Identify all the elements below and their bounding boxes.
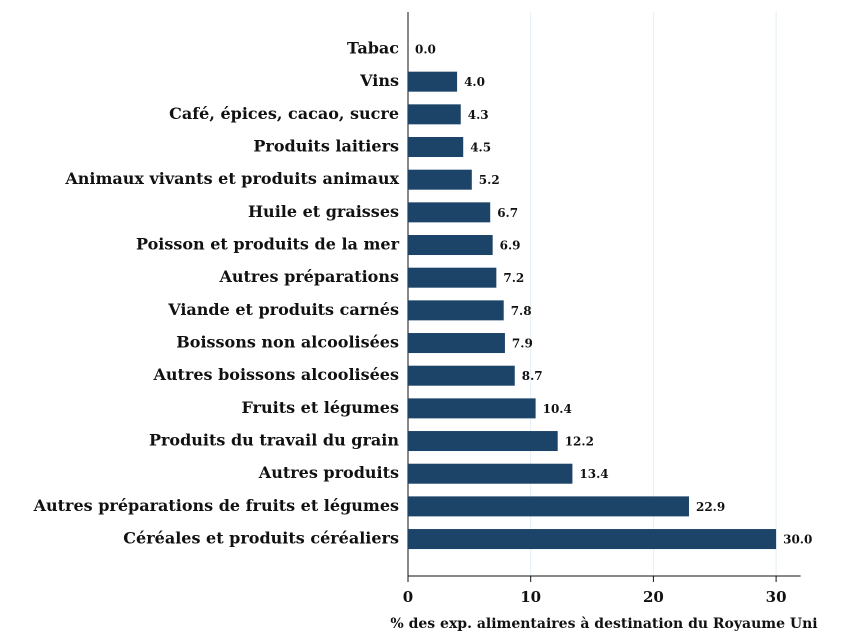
value-label: 13.4: [579, 467, 608, 481]
bar: [408, 169, 472, 190]
value-label: 4.0: [464, 75, 485, 89]
value-label: 10.4: [543, 402, 572, 416]
x-tick-label: 0: [403, 588, 413, 606]
bar: [408, 137, 464, 158]
bar: [408, 104, 461, 125]
y-tick-label: Huile et graisses: [248, 202, 399, 221]
bar: [408, 235, 493, 256]
y-tick-label: Animaux vivants et produits animaux: [64, 169, 399, 188]
x-tick-label: 30: [766, 588, 787, 606]
y-tick-label: Autres préparations: [218, 267, 399, 286]
bar: [408, 529, 777, 550]
y-tick-label: Boissons non alcoolisées: [176, 333, 399, 352]
value-label: 6.9: [500, 239, 521, 253]
value-label: 22.9: [696, 500, 725, 514]
y-tick-label: Poisson et produits de la mer: [136, 235, 400, 254]
bar: [408, 333, 505, 354]
value-label: 4.3: [468, 108, 489, 122]
y-tick-label: Produits du travail du grain: [149, 431, 399, 450]
value-label: 4.5: [470, 141, 491, 155]
y-tick-label: Café, épices, cacao, sucre: [169, 104, 399, 123]
x-tick-label: 20: [643, 588, 664, 606]
bar: [408, 267, 497, 288]
y-tick-label: Tabac: [347, 39, 399, 58]
y-tick-label: Céréales et produits céréaliers: [123, 529, 399, 548]
value-label: 5.2: [479, 173, 500, 187]
y-tick-label: Autres boissons alcoolisées: [152, 365, 399, 384]
value-label: 12.2: [565, 435, 594, 449]
value-label: 6.7: [497, 206, 518, 220]
value-label: 0.0: [415, 43, 436, 57]
bar: [408, 398, 536, 419]
bar: [408, 71, 458, 92]
bar: [408, 202, 491, 223]
value-label: 7.9: [512, 337, 533, 351]
bar: [408, 496, 689, 517]
value-label: 8.7: [522, 369, 543, 383]
value-label: 7.8: [511, 304, 532, 318]
y-tick-label: Produits laitiers: [253, 137, 399, 156]
y-tick-label: Fruits et légumes: [241, 398, 399, 417]
value-label: 30.0: [783, 533, 812, 547]
x-axis-label: % des exp. alimentaires à destination du…: [390, 616, 817, 632]
value-label: 7.2: [503, 271, 524, 285]
x-tick-label: 10: [520, 588, 541, 606]
y-tick-label: Viande et produits carnés: [167, 300, 399, 319]
bar: [408, 463, 573, 484]
y-tick-label: Autres produits: [258, 463, 399, 482]
bar: [408, 300, 504, 321]
bar: [408, 431, 558, 452]
bar: [408, 365, 515, 386]
y-tick-label: Autres préparations de fruits et légumes: [33, 496, 399, 515]
y-tick-label: Vins: [359, 71, 399, 90]
